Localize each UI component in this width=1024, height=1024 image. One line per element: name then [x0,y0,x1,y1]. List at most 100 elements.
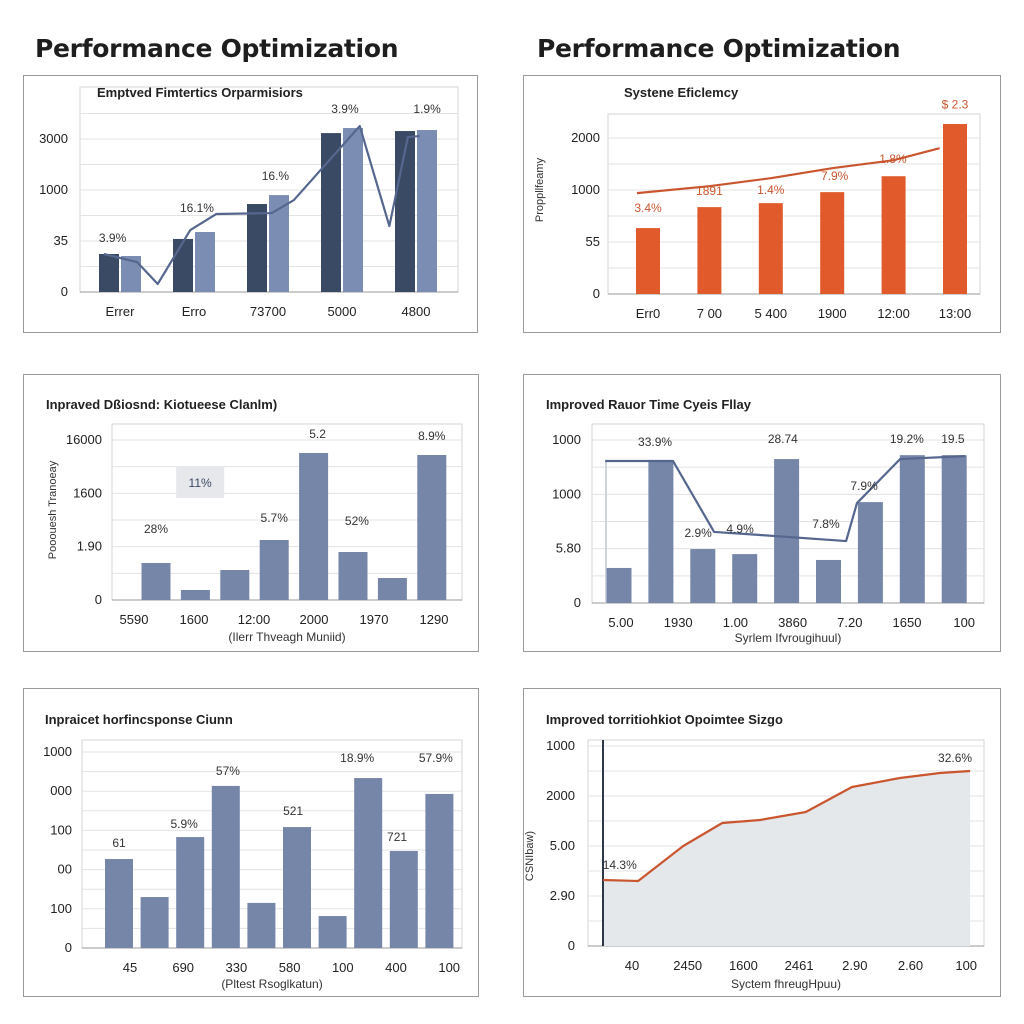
bar [857,502,883,603]
bar [425,793,454,948]
data-label: 32.6% [938,751,972,765]
bar [820,192,845,294]
y-tick-label: 0 [65,940,72,955]
chart-title: Emptved Fimtertics Orparmisiors [97,85,303,100]
y-tick-label: 1000 [552,432,581,447]
x-tick-label: 1.00 [723,615,748,630]
series-line [603,769,971,883]
chart-title: Improved Rauor Time Cyeis Fllay [546,397,752,412]
y-tick-label: 16000 [66,432,102,447]
data-label: 33.9% [638,435,672,449]
x-tick-label: Errer [106,304,136,319]
data-label: 1891 [696,184,723,198]
x-tick-label: 580 [279,960,301,975]
bar [195,232,215,292]
chart-5: 0 100 00 100 000 1000 45 690 330 580 100 400 100 Inpr… [23,688,479,997]
x-tick-label: 690 [172,960,194,975]
page-heading-right: Performance Optimization [537,34,901,63]
callout-box [176,466,225,498]
chart-1: 0 35 1000 3000 Errer Erro 73700 5000 4800 Emptved… [23,75,478,333]
data-label: 57% [216,764,240,778]
x-tick-label: 1290 [420,612,449,627]
x-tick-label: 5590 [120,612,149,627]
x-tick-label: 45 [123,960,137,975]
data-label: 61 [112,836,126,850]
bar [417,130,437,292]
data-label: 5.2 [309,427,326,441]
x-tick-label: 400 [385,960,407,975]
bar [220,570,250,600]
area-fill [603,771,971,946]
y-tick-label: 00 [58,862,72,877]
y-tick-label: 100 [50,901,72,916]
bar [338,552,368,600]
y-tick-label: 1000 [43,744,72,759]
x-tick-label: 5000 [328,304,357,319]
y-tick-label: 2.90 [550,888,575,903]
y-tick-label: 2000 [571,130,600,145]
data-label: 7.9% [850,479,878,493]
y-tick-label: 2000 [546,788,575,803]
bar [758,203,783,294]
y-axis-label: Pooouesh Tranoeay [47,460,59,559]
bar [299,453,329,600]
x-tick-label: Erro [182,304,207,319]
data-label: 28.74 [768,432,798,446]
bar [283,827,311,948]
chart-panel [523,374,1001,652]
bar [176,837,205,948]
x-axis-label: Syrlem Ifvrougihuul) [735,631,842,645]
y-tick-label: 000 [50,783,72,798]
series-line [605,455,966,543]
x-tick-label: 2450 [673,958,702,973]
bar [774,459,800,603]
data-label: 18.9% [340,751,374,765]
y-tick-label: 5.00 [550,838,575,853]
data-label: 4.9% [726,522,754,536]
data-label: 28% [144,522,168,536]
bar [417,455,447,600]
y-tick-label: 35 [54,233,68,248]
y-tick-label: 1000 [571,182,600,197]
x-axis-label: (Pltest Rsoglkatun) [221,977,322,991]
data-label: 57.9% [419,751,453,765]
bar [141,563,171,600]
bar [881,176,906,294]
data-label: 16.1% [180,201,214,215]
y-tick-label: 3000 [39,131,68,146]
data-label: 3.9% [99,231,127,245]
data-label: 7.8% [812,517,840,531]
bar [389,850,418,948]
x-tick-label: 73700 [250,304,286,319]
x-tick-label: 100 [955,958,977,973]
x-tick-label: 1600 [180,612,209,627]
y-axis-label: Proppllfeamy [534,157,546,222]
chart-title: Improved torritiohkiot Opoimtee Sizgo [546,712,783,727]
y-tick-label: 5.80 [556,541,581,556]
x-tick-label: 1930 [664,615,693,630]
chart-title: Inpraved Dßiosnd: Kiotueese Clanlm) [46,397,277,412]
page-heading-left: Performance Optimization [35,34,399,63]
bar [690,549,716,603]
bar [105,859,133,948]
chart-2: 0 55 1000 2000 Err0 7 00 5 400 1900 12:00 13:00 Sy… [523,75,1001,333]
x-axis-label: (Ilerr Thveagh Muniid) [228,630,345,644]
bar [636,228,660,294]
y-tick-label: 0 [568,938,575,953]
x-tick-label: 1600 [729,958,758,973]
x-tick-label: Err0 [636,306,661,321]
x-tick-label: 2000 [300,612,329,627]
data-label: 3.9% [331,102,359,116]
bar [377,578,407,600]
data-label: 3.4% [634,201,662,215]
x-tick-label: 330 [226,960,248,975]
data-label: $ 2.3 [942,97,969,111]
data-label: 1.4% [757,183,785,197]
y-tick-label: 1600 [73,485,102,500]
data-label: 721 [387,830,407,844]
data-label: 5.7% [261,511,289,525]
x-tick-label: 7.20 [837,615,862,630]
data-label: 1.8% [879,152,907,166]
bar [247,204,267,292]
x-tick-label: 100 [332,960,354,975]
